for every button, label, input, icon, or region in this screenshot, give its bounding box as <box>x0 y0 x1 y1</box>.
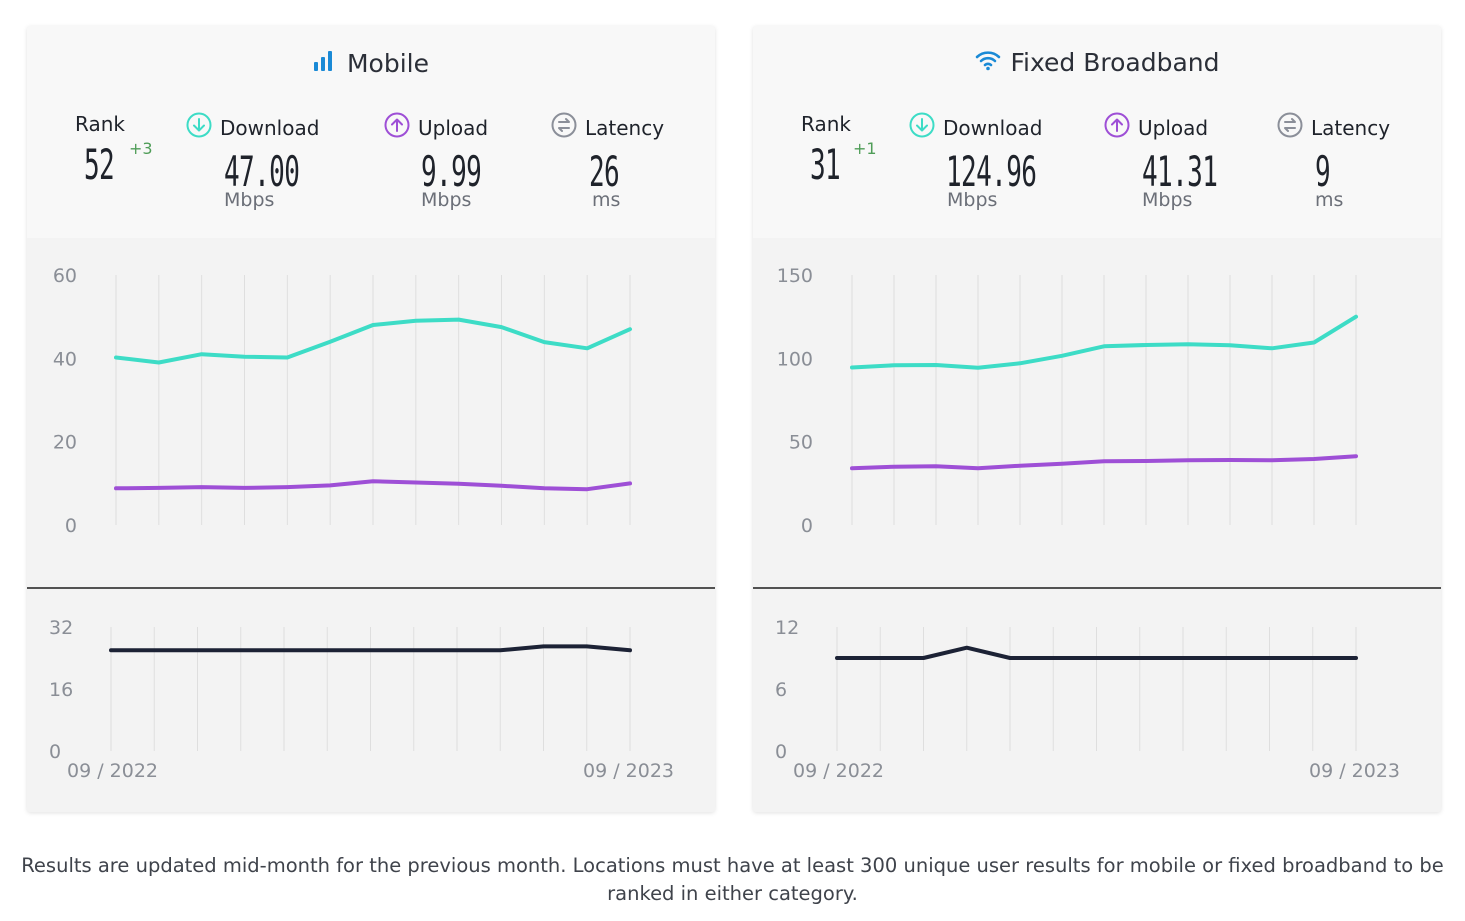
download-series-line <box>850 314 1358 370</box>
fixed-title-text: Fixed Broadband <box>1010 48 1220 77</box>
upload-value: 9.99 <box>421 147 482 196</box>
speed-tick-label: 0 <box>65 515 77 537</box>
latency-label: Latency <box>1311 115 1391 140</box>
mobile-upload: Upload 9.99 Mbps <box>384 112 518 211</box>
mobile-title: Mobile <box>27 48 715 78</box>
mobile-title-text: Mobile <box>346 48 429 78</box>
download-unit: Mbps <box>224 189 275 211</box>
speed-tick-label: 0 <box>801 515 813 537</box>
upload-series-line <box>850 454 1358 471</box>
download-icon <box>909 112 935 143</box>
upload-label: Upload <box>418 115 489 140</box>
latency-tick-label: 32 <box>49 617 73 639</box>
download-icon <box>186 112 212 143</box>
latency-icon <box>551 112 577 143</box>
download-unit: Mbps <box>947 189 998 211</box>
latency-tick-label: 16 <box>49 679 73 701</box>
upload-label: Upload <box>1138 115 1209 140</box>
mobile-rank: Rank 52 <box>75 112 133 186</box>
download-value: 47.00 <box>224 147 300 196</box>
latency-icon <box>1277 112 1303 143</box>
latency-series-line <box>835 645 1358 660</box>
fixed-download: Download 124.96 Mbps <box>909 112 1092 211</box>
speed-tick-label: 150 <box>777 265 813 287</box>
rank-value: 31 <box>810 140 841 189</box>
x-end-label: 09 / 2023 <box>583 760 674 782</box>
rank-change-badge: +3 <box>129 139 153 158</box>
mobile-card: Mobile Rank 52 +3 Download 47.00 Mbps Up… <box>27 26 715 812</box>
fixed-upload: Upload 41.31 Mbps <box>1104 112 1263 211</box>
speed-tick-label: 50 <box>789 432 813 454</box>
fixed-latency: Latency 9 ms <box>1277 112 1390 211</box>
fixed-rank: Rank 31 <box>801 112 859 186</box>
upload-series-line <box>114 479 632 492</box>
latency-label: Latency <box>585 115 665 140</box>
latency-tick-label: 0 <box>49 741 61 763</box>
latency-unit: ms <box>1315 189 1344 211</box>
speed-tick-label: 60 <box>53 265 77 287</box>
mobile-card-header: Mobile Rank 52 +3 Download 47.00 Mbps Up… <box>27 26 715 238</box>
latency-tick-label: 6 <box>775 679 787 701</box>
footnote: Results are updated mid-month for the pr… <box>21 854 1444 905</box>
upload-unit: Mbps <box>421 189 472 211</box>
upload-icon <box>384 112 410 143</box>
fixed-broadband-card: Fixed Broadband Rank 31 +1 Download 124.… <box>753 26 1441 812</box>
download-series-line <box>114 317 632 365</box>
speed-tick-label: 40 <box>53 348 77 370</box>
rank-label: Rank <box>75 112 125 136</box>
download-label: Download <box>943 115 1043 140</box>
rank-change-badge: +1 <box>853 139 877 158</box>
latency-tick-label: 12 <box>775 617 799 639</box>
upload-icon <box>1104 112 1130 143</box>
upload-value: 41.31 <box>1142 147 1218 196</box>
x-end-label: 09 / 2023 <box>1309 760 1400 782</box>
download-value: 124.96 <box>946 147 1037 196</box>
x-start-label: 09 / 2022 <box>67 760 158 782</box>
fixed-title: Fixed Broadband <box>753 48 1441 77</box>
mobile-download: Download 47.00 Mbps <box>186 112 345 211</box>
latency-unit: ms <box>592 189 621 211</box>
mobile-chart: 60 40 20 0 32 16 0 09 / 2022 09 / 2023 <box>27 265 715 812</box>
fixed-broadband-chart: 150 100 50 0 12 6 0 09 / 2022 09 / 2023 <box>753 265 1441 812</box>
latency-value: 9 <box>1315 147 1331 196</box>
mobile-latency: Latency 26 ms <box>551 112 664 211</box>
rank-label: Rank <box>801 112 851 136</box>
upload-unit: Mbps <box>1142 189 1193 211</box>
wifi-icon <box>975 48 1001 77</box>
download-label: Download <box>220 115 320 140</box>
latency-tick-label: 0 <box>775 741 787 763</box>
speed-tick-label: 20 <box>53 432 77 454</box>
fixed-card-header: Fixed Broadband Rank 31 +1 Download 124.… <box>753 26 1441 238</box>
x-start-label: 09 / 2022 <box>793 760 884 782</box>
speed-tick-label: 100 <box>777 348 813 370</box>
signal-bars-icon <box>313 48 337 78</box>
latency-value: 26 <box>589 147 620 196</box>
latency-series-line <box>109 644 632 653</box>
rank-value: 52 <box>84 140 115 189</box>
